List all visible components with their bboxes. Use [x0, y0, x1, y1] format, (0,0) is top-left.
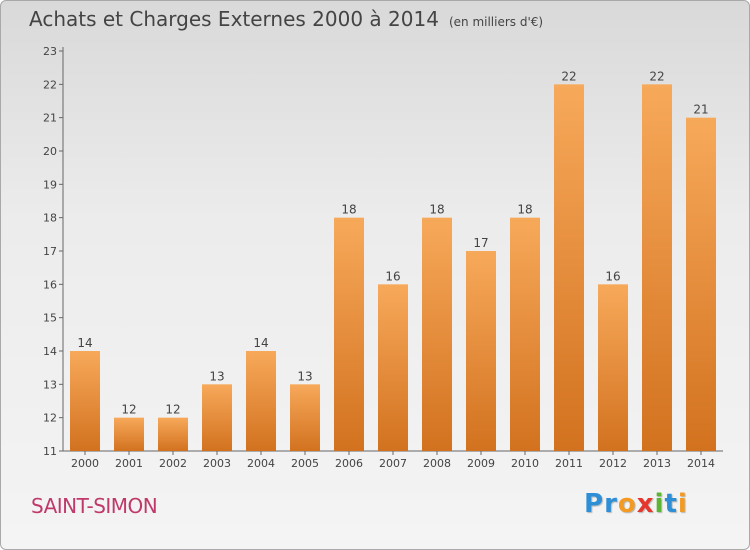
y-tick-label: 17: [43, 245, 57, 258]
bar: [202, 384, 232, 451]
x-tick-label: 2009: [467, 457, 495, 470]
proxiti-logo: Proxiti: [584, 489, 688, 519]
x-tick-label: 2008: [423, 457, 451, 470]
y-tick-label: 22: [43, 78, 57, 91]
x-tick-label: 2011: [555, 457, 583, 470]
bar: [422, 217, 452, 451]
bar: [246, 351, 276, 451]
commune-name: SAINT-SIMON: [31, 494, 158, 518]
x-tick-label: 2001: [115, 457, 143, 470]
bar: [642, 84, 672, 451]
bar: [598, 284, 628, 451]
bar-value-label: 13: [209, 369, 224, 383]
bar: [510, 217, 540, 451]
bar-value-label: 16: [385, 269, 400, 283]
labels: 14 2000 12 2001 12 2002 13 2003 14 2004 13 2005 18 20…: [71, 69, 715, 470]
x-tick-label: 2000: [71, 457, 99, 470]
logo-letter: i: [677, 489, 688, 519]
bar: [334, 217, 364, 451]
logo-letter: i: [654, 489, 665, 519]
y-tick-label: 18: [43, 212, 57, 225]
y-tick-label: 19: [43, 178, 57, 191]
bar: [290, 384, 320, 451]
y-tick-label: 13: [43, 378, 57, 391]
bar-value-label: 22: [561, 69, 576, 83]
x-tick-label: 2012: [599, 457, 627, 470]
x-tick-label: 2002: [159, 457, 187, 470]
bar: [686, 117, 716, 452]
x-tick-label: 2004: [247, 457, 275, 470]
x-tick-label: 2007: [379, 457, 407, 470]
x-tick-label: 2010: [511, 457, 539, 470]
logo-letter: x: [636, 489, 655, 519]
x-tick-label: 2003: [203, 457, 231, 470]
logo-letter: r: [604, 489, 618, 519]
logo-letter: t: [664, 489, 678, 519]
bar: [378, 284, 408, 451]
chart-unit: (en milliers d'€): [448, 15, 544, 29]
x-tick-label: 2005: [291, 457, 319, 470]
y-tick-label: 21: [43, 112, 57, 125]
bar: [158, 417, 188, 451]
bar-value-label: 12: [165, 403, 180, 417]
y-tick-label: 23: [43, 45, 57, 58]
bar-value-label: 12: [121, 403, 136, 417]
bar-value-label: 18: [341, 203, 356, 217]
bar: [466, 251, 496, 451]
bar-value-label: 14: [253, 336, 268, 350]
x-tick-label: 2014: [687, 457, 715, 470]
bar-value-label: 18: [517, 203, 532, 217]
axes: 11 12 13 14 15 16 17 18 19 20 21 22 23: [43, 45, 723, 458]
bar: [114, 417, 144, 451]
bar-value-label: 17: [473, 236, 488, 250]
y-tick-label: 11: [43, 445, 57, 458]
bar-value-label: 22: [649, 69, 664, 83]
chart-title: Achats et Charges Externes 2000 à 2014: [29, 7, 439, 31]
y-tick-label: 12: [43, 412, 57, 425]
bar-value-label: 16: [605, 269, 620, 283]
x-tick-label: 2013: [643, 457, 671, 470]
x-tick-label: 2006: [335, 457, 363, 470]
bar-value-label: 13: [297, 369, 312, 383]
y-tick-label: 15: [43, 312, 57, 325]
bar-value-label: 14: [77, 336, 92, 350]
logo-letter: o: [617, 489, 637, 519]
y-tick-label: 14: [43, 345, 57, 358]
bar: [554, 84, 584, 451]
title-row: Achats et Charges Externes 2000 à 2014 (e…: [29, 7, 543, 31]
bars: [70, 84, 716, 452]
bar: [70, 351, 100, 451]
y-tick-label: 16: [43, 278, 57, 291]
y-tick-label: 20: [43, 145, 57, 158]
bar-value-label: 21: [693, 103, 708, 117]
bar-value-label: 18: [429, 203, 444, 217]
logo-letter: P: [584, 489, 605, 519]
